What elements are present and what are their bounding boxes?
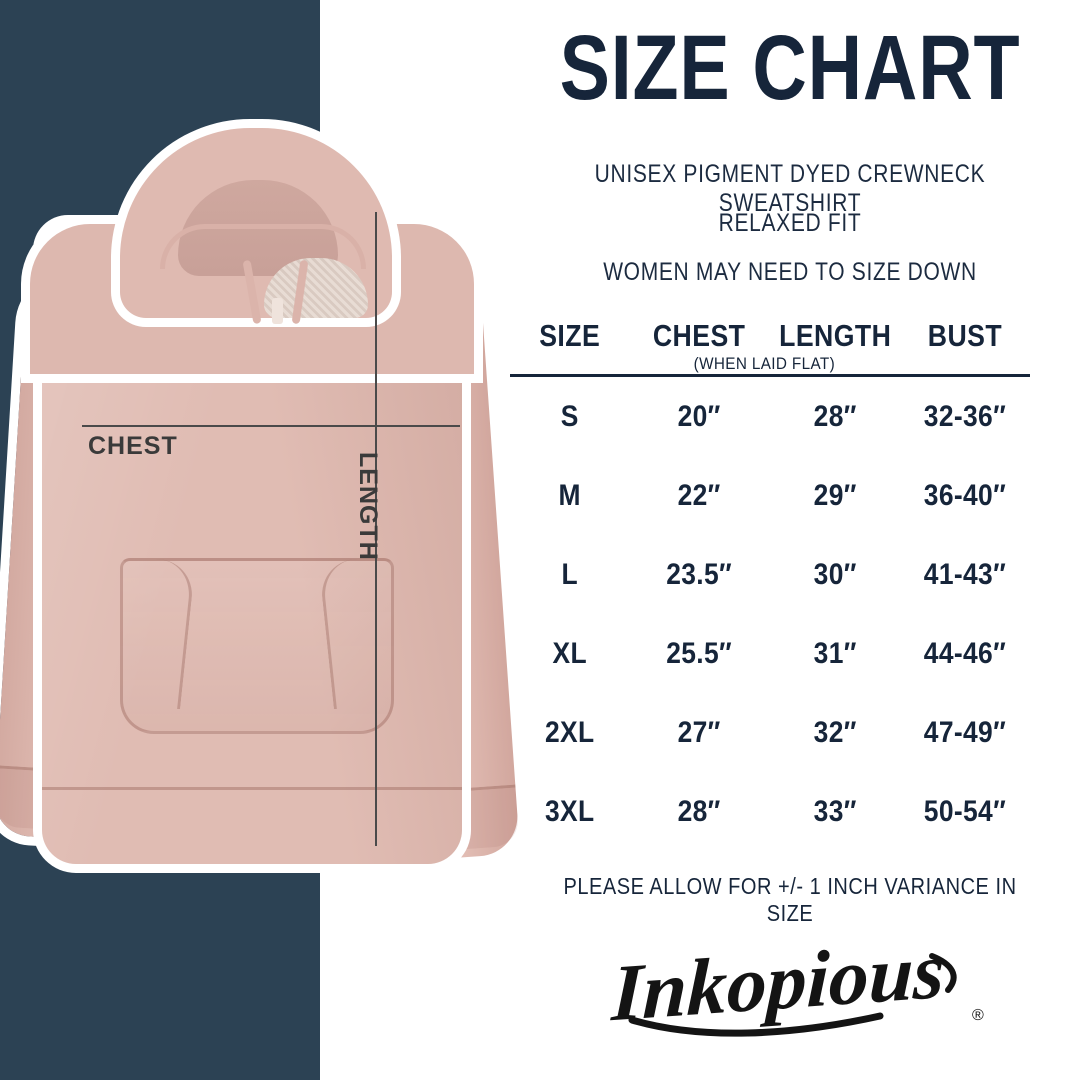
spacer-cell-2 [907, 354, 1024, 376]
cell-chest: 20″ [637, 374, 762, 456]
brush-flourish [929, 953, 957, 993]
length-measure-line [375, 212, 377, 846]
cell-size: S [517, 374, 623, 456]
cell-size: 3XL [544, 794, 595, 828]
cell-length: 31″ [813, 636, 857, 670]
cell-bust: 50-54″ [923, 794, 1007, 828]
column-header-size: SIZE [539, 318, 601, 353]
table-note-row: (WHEN LAID FLAT) [510, 354, 1030, 376]
cell-bust: 44-46″ [923, 636, 1007, 670]
cell-length: 30″ [813, 557, 857, 591]
sizing-advice-subtitle: WOMEN MAY NEED TO SIZE DOWN [603, 258, 977, 286]
column-header-chest: CHEST [653, 318, 746, 353]
cell-chest: 23.5″ [666, 557, 733, 591]
cell-length: 32″ [813, 715, 857, 749]
table-row: M 22″ 29″ 36-40″ [510, 456, 1030, 535]
cell-bust: 47-49″ [923, 715, 1007, 749]
table-row: L 23.5″ 30″ 41-43″ [510, 535, 1030, 614]
brush-underline [628, 1012, 884, 1037]
table-row: 3XL 28″ 33″ 50-54″ [510, 772, 1030, 851]
brand-logo: Inkopious ® [500, 924, 1080, 1044]
when-laid-flat-note: (WHEN LAID FLAT) [694, 354, 836, 373]
drawstring-aglet [272, 298, 283, 324]
cell-size: XL [552, 636, 587, 670]
hood [120, 128, 392, 325]
table-row: 2XL 27″ 32″ 47-49″ [510, 693, 1030, 772]
hoodie-illustration [0, 128, 520, 873]
brand-wordmark: Inkopious [609, 927, 946, 1039]
product-subtitle: UNISEX PIGMENT DYED CREWNECK SWEATSHIRT [594, 160, 986, 217]
cell-chest: 28″ [678, 794, 722, 828]
cell-chest: 27″ [678, 715, 722, 749]
cell-bust: 41-43″ [923, 557, 1007, 591]
hood-band [160, 224, 366, 269]
cell-size: 2XL [544, 715, 595, 749]
table-header-row: SIZE CHEST LENGTH BUST [510, 318, 1030, 354]
cell-chest: 22″ [678, 478, 722, 512]
cell-chest: 25.5″ [666, 636, 733, 670]
cell-bust: 32-36″ [907, 374, 1023, 456]
cell-size: M [558, 478, 581, 512]
variance-note: PLEASE ALLOW FOR +/- 1 INCH VARIANCE IN … [563, 873, 1017, 926]
chest-measure-label: CHEST [88, 432, 178, 460]
size-chart-panel: SIZE CHART UNISEX PIGMENT DYED CREWNECK … [500, 0, 1080, 1080]
cell-bust: 36-40″ [923, 478, 1007, 512]
column-header-length: LENGTH [778, 318, 891, 353]
spacer-cell [516, 354, 623, 376]
table-row: XL 25.5″ 31″ 44-46″ [510, 614, 1030, 693]
table-row: S 20″ 28″ 32-36″ [510, 374, 1030, 456]
product-photo-panel: CHEST LENGTH [0, 0, 520, 1080]
page-title: SIZE CHART [559, 17, 1021, 119]
fit-subtitle: RELAXED FIT [718, 209, 862, 237]
column-header-bust: BUST [927, 318, 1003, 353]
cell-length: 28″ [777, 374, 893, 456]
length-measure-label: LENGTH [354, 452, 382, 561]
cell-length: 29″ [813, 478, 857, 512]
size-table: SIZE CHEST LENGTH BUST (WHEN LAID FLAT) … [510, 318, 1030, 851]
chest-measure-line [82, 425, 460, 427]
cell-length: 33″ [813, 794, 857, 828]
kangaroo-pocket [120, 558, 394, 734]
cell-size: L [561, 557, 578, 591]
registered-mark: ® [972, 1007, 984, 1024]
